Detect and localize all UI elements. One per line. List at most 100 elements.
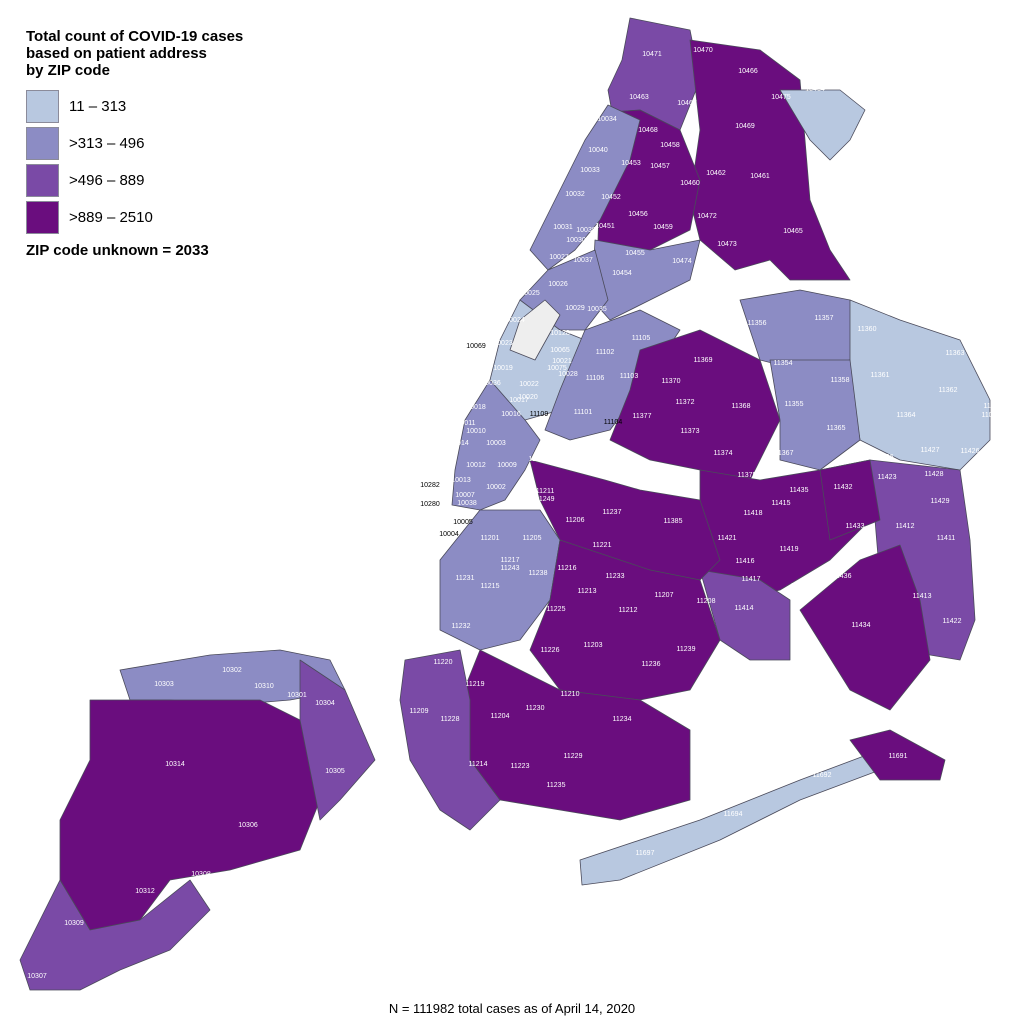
zip-label-10003: 10003 [486, 440, 506, 447]
zip-label-10069: 10069 [466, 343, 486, 350]
zip-label-10035: 10035 [587, 306, 607, 313]
zip-label-11205: 11205 [523, 535, 542, 542]
zip-label-11239: 11239 [677, 646, 696, 653]
zip-label-11354: 11354 [774, 360, 793, 367]
zip-label-10471: 10471 [642, 51, 662, 58]
zip-label-11434: 11434 [852, 622, 871, 629]
legend-list: 11 – 313 >313 – 496 >496 – 889 >889 – 25… [26, 88, 286, 236]
zip-label-10464: 10464 [805, 86, 825, 93]
zip-label-10470: 10470 [693, 47, 713, 54]
legend-item-bin-1: 11 – 313 [26, 88, 286, 125]
zip-label-10039: 10039 [576, 227, 596, 234]
zip-label-10305: 10305 [325, 768, 345, 775]
zip-label-10280: 10280 [420, 501, 440, 508]
zip-label-10460: 10460 [680, 180, 700, 187]
zip-label-11219: 11219 [466, 681, 485, 688]
zip-label-11203: 11203 [584, 642, 603, 649]
zip-label-10301: 10301 [287, 692, 307, 699]
zip-label-11419: 11419 [780, 546, 799, 553]
zip-label-11231: 11231 [456, 575, 475, 582]
region-bronx-northeast [689, 39, 851, 281]
zip-label-11373: 11373 [681, 428, 700, 435]
zip-label-10021: 10021 [552, 358, 572, 365]
zip-label-10307: 10307 [27, 973, 47, 980]
legend-swatch-bin-1 [26, 90, 59, 123]
zip-label-10312: 10312 [135, 888, 155, 895]
zip-label-11358: 11358 [831, 377, 850, 384]
zip-label-10013: 10013 [451, 477, 471, 484]
legend-title: Total count of COVID-19 cases based on p… [26, 28, 244, 79]
zip-label-10128: 10128 [550, 330, 570, 337]
zip-label-11693: 11693 [792, 745, 811, 752]
zip-label-11237: 11237 [603, 509, 622, 516]
zip-label-10454: 10454 [612, 270, 632, 277]
zip-label-11357: 11357 [815, 315, 834, 322]
zip-label-11435: 11435 [790, 487, 809, 494]
zip-label-11429: 11429 [931, 498, 950, 505]
zip-label-11210: 11210 [561, 691, 580, 698]
zip-label-10451: 10451 [595, 223, 615, 230]
zip-label-10023: 10023 [493, 340, 513, 347]
zip-label-11361: 11361 [871, 372, 890, 379]
zip-label-11433: 11433 [846, 523, 865, 530]
zip-label-10020: 10020 [518, 394, 538, 401]
zip-label-10456: 10456 [628, 211, 648, 218]
zip-label-10457: 10457 [650, 163, 670, 170]
legend-label-bin-1: 11 – 313 [69, 98, 127, 115]
zip-label-10306: 10306 [238, 822, 258, 829]
zip-label-11414: 11414 [735, 605, 754, 612]
zip-label-11102: 11102 [596, 349, 615, 356]
zip-label-10475: 10475 [771, 94, 791, 101]
zip-label-11411: 11411 [937, 535, 956, 542]
zip-label-11211: 11211 [536, 488, 555, 495]
zip-label-11420: 11420 [791, 583, 810, 590]
zip-label-10009: 10009 [497, 462, 517, 469]
region-manhattan-upper [529, 104, 641, 271]
zip-label-11360: 11360 [858, 326, 877, 333]
zip-label-10016: 10016 [501, 411, 521, 418]
legend-item-bin-2: >313 – 496 [26, 125, 286, 162]
zip-label-11232: 11232 [452, 623, 471, 630]
zip-label-10038: 10038 [457, 500, 477, 507]
zip-label-11109: 11109 [530, 411, 549, 418]
zip-label-10452: 10452 [601, 194, 621, 201]
zip-label-11379: 11379 [675, 481, 694, 488]
zip-label-10032: 10032 [565, 191, 585, 198]
zip-label-11225: 11225 [547, 606, 566, 613]
zip-label-11101: 11101 [574, 409, 593, 416]
zip-label-11418: 11418 [744, 510, 763, 517]
zip-label-10463: 10463 [629, 94, 649, 101]
zip-label-10024: 10024 [505, 317, 525, 324]
zip-label-10458: 10458 [660, 142, 680, 149]
zip-label-10302: 10302 [222, 667, 242, 674]
zip-label-11209: 11209 [410, 708, 429, 715]
region-staten-east [299, 659, 376, 821]
zip-label-11005: 11005 [982, 412, 1001, 419]
zip-label-11236: 11236 [642, 661, 661, 668]
zip-label-11105: 11105 [632, 335, 651, 342]
zip-label-10028: 10028 [558, 371, 578, 378]
zip-label-11212: 11212 [619, 607, 638, 614]
legend-item-bin-3: >496 – 889 [26, 162, 286, 199]
zip-label-10310: 10310 [254, 683, 274, 690]
zip-label-10461: 10461 [750, 173, 770, 180]
legend-swatch-bin-3 [26, 164, 59, 197]
zip-label-10036: 10036 [481, 380, 501, 387]
zip-label-10031: 10031 [553, 224, 573, 231]
zip-label-10030: 10030 [566, 237, 586, 244]
region-queens-southeast [799, 544, 931, 711]
zip-label-11216: 11216 [558, 565, 577, 572]
zip-label-10001: 10001 [458, 394, 478, 401]
zip-label-10002: 10002 [486, 484, 506, 491]
legend-label-bin-4: >889 – 2510 [69, 209, 153, 226]
zip-label-10459: 10459 [653, 224, 673, 231]
zip-label-11378: 11378 [628, 462, 647, 469]
zip-label-11367: 11367 [775, 450, 794, 457]
zip-label-11428: 11428 [925, 471, 944, 478]
zip-label-11215: 11215 [481, 583, 500, 590]
zip-label-11355: 11355 [785, 401, 804, 408]
zip-label-10466: 10466 [738, 68, 758, 75]
zip-label-11201: 11201 [481, 535, 500, 542]
zip-label-10019: 10019 [493, 365, 513, 372]
zip-label-10468: 10468 [638, 127, 658, 134]
